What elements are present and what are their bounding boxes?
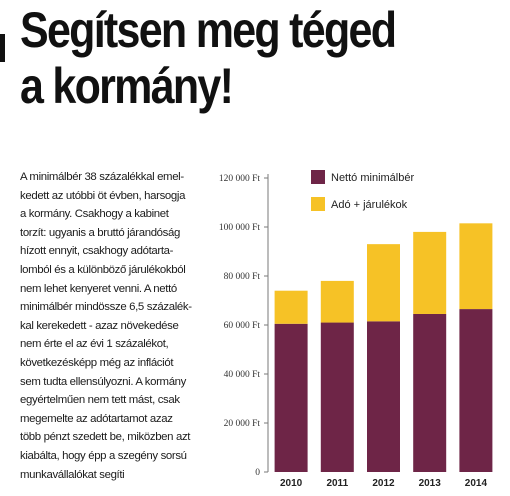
article-body: A minimálbér 38 százalékkal emel-kedett … bbox=[20, 168, 205, 484]
legend-swatch bbox=[311, 170, 325, 184]
bar-segment-ado bbox=[459, 223, 493, 310]
x-tick-label: 2012 bbox=[372, 478, 395, 489]
y-tick-label: 100 000 Ft bbox=[219, 223, 261, 233]
bar-segment-netto bbox=[413, 313, 447, 472]
y-tick-label: 120 000 Ft bbox=[219, 174, 261, 184]
headline: Segítsen meg téged a kormány! bbox=[20, 2, 433, 114]
bar-segment-ado bbox=[320, 280, 354, 323]
y-tick-label: 80 000 Ft bbox=[224, 272, 261, 282]
article-line: kedett az utóbbi öt évben, harsogja bbox=[20, 189, 186, 202]
headline-line-2: a kormány! bbox=[20, 58, 234, 114]
article-line: minimálbér mindössze 6,5 százalék- bbox=[20, 301, 192, 314]
article-line: megemelte az adótartamot azaz bbox=[20, 412, 173, 425]
article-line: munkavállalókat segíti bbox=[20, 468, 125, 481]
headline-line-1: Segítsen meg téged bbox=[20, 2, 397, 58]
y-tick-label: 0 bbox=[255, 468, 260, 478]
bar-segment-netto bbox=[367, 321, 400, 472]
article-line: lomból és a különböző járulékokból bbox=[20, 263, 186, 276]
article-line: sem tudta ellensúlyozni. A kormány bbox=[20, 375, 187, 388]
bar-segment-netto bbox=[320, 322, 354, 472]
bar-segment-netto bbox=[274, 323, 308, 472]
article-line: nem lehet kenyeret venni. A nettó bbox=[20, 282, 177, 295]
article-line: következésképp még az inflációt bbox=[20, 356, 174, 369]
article-line: kal kerekedett - azaz növekedése bbox=[20, 319, 179, 332]
bar-segment-ado bbox=[274, 290, 308, 324]
x-tick-label: 2014 bbox=[465, 478, 488, 489]
y-tick-label: 60 000 Ft bbox=[224, 321, 261, 331]
legend-swatch bbox=[311, 197, 325, 211]
article-line: hízott ennyit, csakhogy adótarta- bbox=[20, 245, 174, 258]
article-line: a kormány. Csakhogy a kabinet bbox=[20, 208, 169, 221]
x-tick-label: 2011 bbox=[326, 478, 348, 489]
edge-marker bbox=[0, 34, 5, 62]
y-tick-label: 20 000 Ft bbox=[224, 419, 261, 429]
article-line: torzít: ugyanis a bruttó járandóság bbox=[20, 226, 180, 239]
article-line: kiabálta, hogy épp a szegény sorsú bbox=[20, 449, 187, 462]
article-line: nem érte el az évi 1 százalékot, bbox=[20, 338, 169, 351]
article-line: több pénzt szedett be, miközben azt bbox=[20, 431, 191, 444]
article-line: A minimálbér 38 százalékkal emel- bbox=[20, 171, 184, 183]
y-tick-label: 40 000 Ft bbox=[224, 370, 261, 380]
bar-segment-ado bbox=[413, 231, 447, 314]
x-tick-label: 2013 bbox=[419, 478, 442, 489]
legend-label: Adó + járulékok bbox=[331, 199, 408, 211]
stacked-bar-chart: 0 20 000 Ft 40 000 Ft 60 000 Ft 80 000 Ft 100… bbox=[219, 170, 493, 489]
x-tick-label: 2010 bbox=[280, 478, 303, 489]
bar-segment-ado bbox=[367, 244, 400, 322]
article-line: egyértelműen nem tett mást, csak bbox=[20, 394, 180, 407]
legend-label: Nettó minimálbér bbox=[331, 172, 414, 184]
bar-segment-netto bbox=[459, 309, 493, 472]
